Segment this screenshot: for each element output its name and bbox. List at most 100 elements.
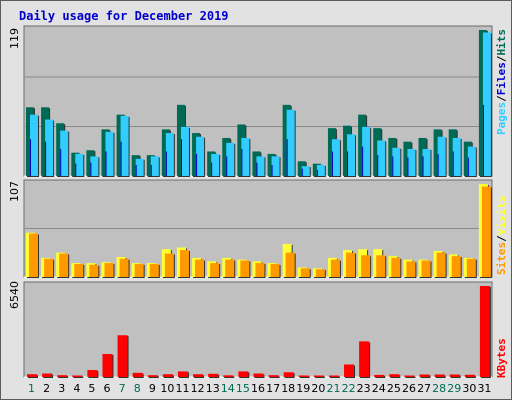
sites-bar-fill — [104, 263, 114, 277]
legend-sep: / — [495, 235, 508, 242]
pages-bar — [45, 119, 55, 177]
bottom-ymax-label: 6540 — [8, 281, 21, 309]
sites-bar — [240, 260, 251, 278]
pages-bar-fill — [90, 156, 99, 176]
day-label: 31 — [477, 382, 491, 395]
pages-bar — [301, 166, 311, 177]
middle-ymax-label: 107 — [8, 181, 21, 202]
kbytes-bar — [132, 372, 144, 378]
sites-bar-fill — [346, 252, 356, 277]
pages-bar-fill — [135, 158, 144, 176]
kbytes-bar-fill — [117, 335, 128, 377]
pages-bar — [347, 134, 357, 177]
kbytes-bar — [223, 375, 235, 378]
kbytes-bar-fill — [42, 373, 53, 377]
pages-bar — [437, 136, 447, 177]
pages-bar — [467, 146, 477, 177]
day-label: 20 — [311, 382, 325, 395]
pages-bar-fill — [407, 149, 416, 176]
kbytes-bar-fill — [253, 373, 264, 377]
pages-bar — [211, 153, 221, 177]
pages-bar-fill — [60, 130, 69, 176]
pages-bar-fill — [482, 32, 491, 176]
kbytes-bar-shadow — [405, 376, 416, 378]
kbytes-bar-fill — [177, 371, 188, 377]
kbytes-bar-shadow — [269, 376, 280, 378]
kbytes-bar-fill — [389, 374, 400, 377]
pages-bar — [75, 153, 85, 177]
kbytes-bar — [253, 373, 265, 378]
sites-bar-fill — [330, 259, 340, 277]
pages-bar-fill — [331, 139, 340, 176]
day-label: 17 — [266, 382, 280, 395]
pages-bar-fill — [120, 115, 129, 176]
kbytes-bar-fill — [328, 375, 339, 377]
sites-bar — [164, 253, 175, 278]
kbytes-bar-shadow — [58, 376, 69, 378]
pages-bar-fill — [422, 149, 431, 176]
legend-hits: Hits — [495, 29, 508, 56]
sites-bar-fill — [421, 260, 431, 277]
pages-bar — [90, 156, 100, 177]
day-label: 4 — [73, 382, 80, 395]
sites-bar — [59, 253, 70, 278]
sites-visits-panel — [23, 179, 493, 278]
pages-bar-fill — [75, 153, 84, 176]
sites-bar-fill — [466, 258, 476, 277]
top-ymax-label: 119 — [8, 28, 21, 49]
sites-bar — [391, 257, 402, 278]
kbytes-bar — [42, 373, 54, 378]
pages-bar-fill — [165, 133, 174, 176]
kbytes-bar-shadow — [299, 376, 310, 378]
kbytes-bar-shadow — [148, 376, 159, 378]
kbytes-bar — [147, 375, 159, 378]
chart-title: Daily usage for December 2019 — [19, 9, 229, 23]
sites-bar-fill — [195, 259, 205, 277]
pages-bar — [135, 158, 145, 177]
kbytes-bar — [283, 372, 295, 378]
pages-bar — [60, 130, 70, 177]
sites-bar — [406, 261, 417, 278]
day-label: 25 — [387, 382, 401, 395]
sites-bar — [376, 255, 387, 278]
sites-bar — [29, 233, 39, 278]
sites-bar — [315, 269, 326, 278]
kbytes-bar — [389, 374, 401, 378]
sites-bar — [119, 258, 130, 278]
kbytes-bar-fill — [268, 375, 279, 377]
kbytes-bar-fill — [479, 286, 490, 377]
pages-bar — [165, 133, 175, 177]
sites-bar — [285, 252, 296, 278]
kbytes-bar — [208, 373, 220, 378]
sites-bar — [89, 264, 100, 278]
pages-bar-fill — [105, 131, 114, 176]
day-label: 8 — [134, 382, 141, 395]
kbytes-bar-fill — [208, 373, 219, 377]
pages-bar — [226, 142, 236, 177]
kbytes-bar-fill — [359, 341, 370, 377]
pages-bar — [241, 137, 251, 177]
kbytes-bar-fill — [238, 371, 249, 377]
kbytes-bar-fill — [132, 372, 143, 377]
kbytes-bar — [449, 374, 461, 378]
sites-bar-fill — [240, 260, 250, 277]
day-label: 2 — [43, 382, 50, 395]
kbytes-bar — [193, 374, 205, 378]
sites-bar-fill — [225, 259, 235, 277]
sites-bar-fill — [285, 252, 295, 277]
sites-bar — [44, 258, 55, 278]
kbytes-bar — [434, 374, 446, 378]
sites-bar — [346, 252, 357, 278]
kbytes-bar-fill — [147, 375, 158, 377]
pages-bar — [271, 156, 281, 177]
hits-files-pages-panel — [23, 25, 493, 177]
kbytes-bar — [57, 375, 69, 378]
kbytes-bar-shadow — [314, 376, 325, 378]
day-label: 18 — [281, 382, 295, 395]
sites-bar-fill — [406, 261, 416, 277]
sites-bar — [195, 259, 206, 278]
sites-bar — [270, 263, 281, 278]
day-label: 21 — [326, 382, 340, 395]
day-label: 3 — [58, 382, 65, 395]
